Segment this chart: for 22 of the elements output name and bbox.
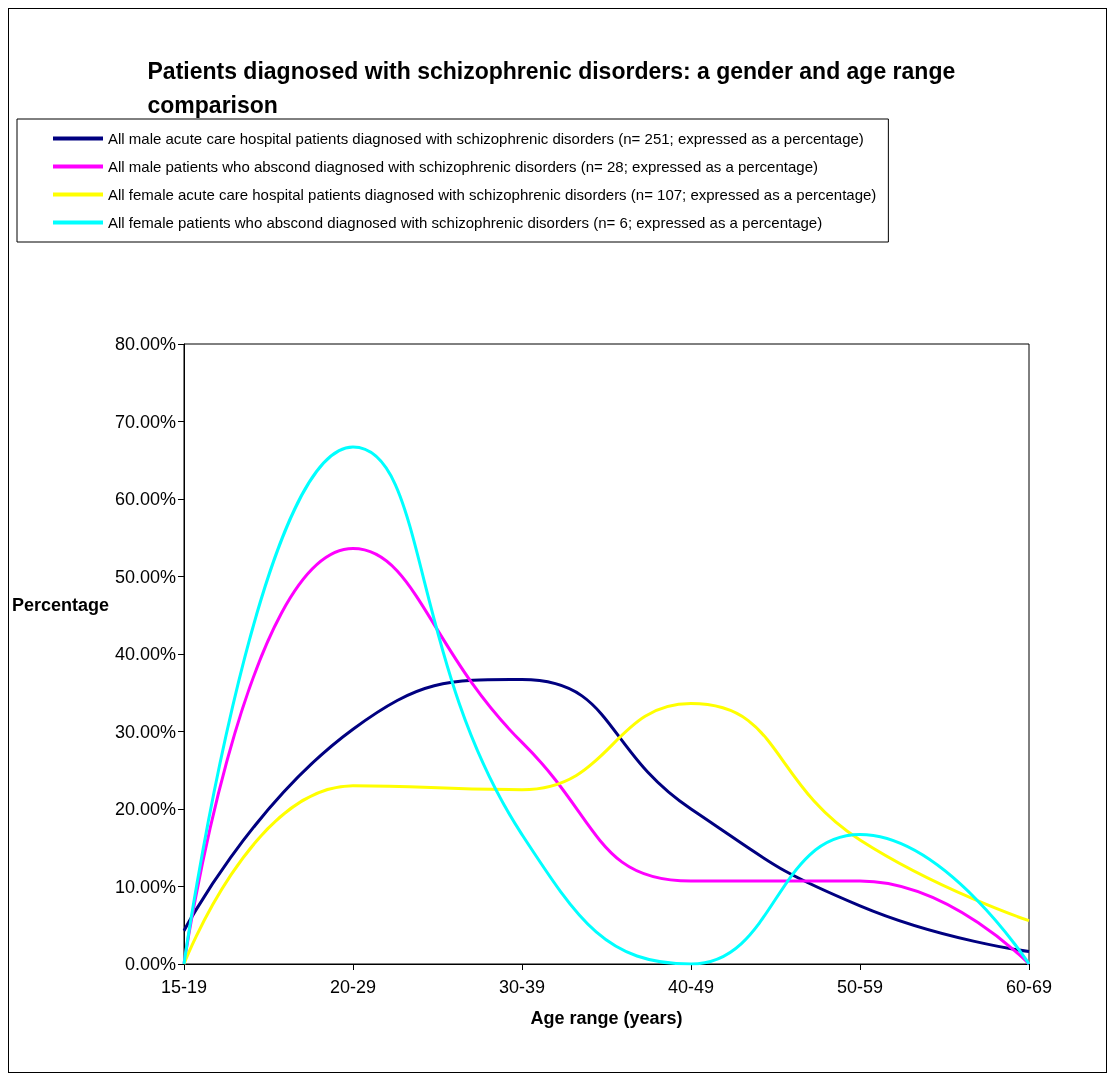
x-tick-label: 40-49 [667,977,715,997]
y-tick-label: 50.00% [114,566,176,587]
y-axis-title: Percentage [11,595,110,615]
x-tick-label: 15-19 [160,977,208,997]
y-tick-label: 10.00% [114,876,176,897]
legend-label: All male patients who abscond diagnosed with schizophrenic disorders (n= 28; expressed as a percentage) [108,158,818,175]
y-tick-label: 0.00% [124,954,176,974]
chart-title: Patients diagnosed with schizophrenic disorders: a gender and age range comparison [147,58,962,118]
y-tick-label: 20.00% [114,799,176,819]
x-tick-label: 20-29 [329,977,377,997]
y-tick-label: 70.00% [114,411,176,432]
x-tick-label: 60-69 [1005,977,1053,997]
legend-label: All male acute care hospital patients diagnosed with schizophrenic disorders (n= 251; expressed as a percentage) [108,130,864,147]
legend-label: All female acute care hospital patients diagnosed with schizophrenic disorders (n= 107; expressed as a percentage) [108,186,877,203]
y-tick-label: 80.00% [114,334,176,354]
y-tick-label: 60.00% [114,489,176,509]
x-tick-label: 50-59 [836,977,884,997]
y-tick-label: 40.00% [114,644,176,664]
y-tick-label: 30.00% [114,721,176,742]
x-axis-title: Age range (years) [530,1008,683,1028]
legend-label: All female patients who abscond diagnosed with schizophrenic disorders (n= 6; expressed as a percentage) [108,214,823,231]
x-tick-label: 30-39 [498,977,546,997]
